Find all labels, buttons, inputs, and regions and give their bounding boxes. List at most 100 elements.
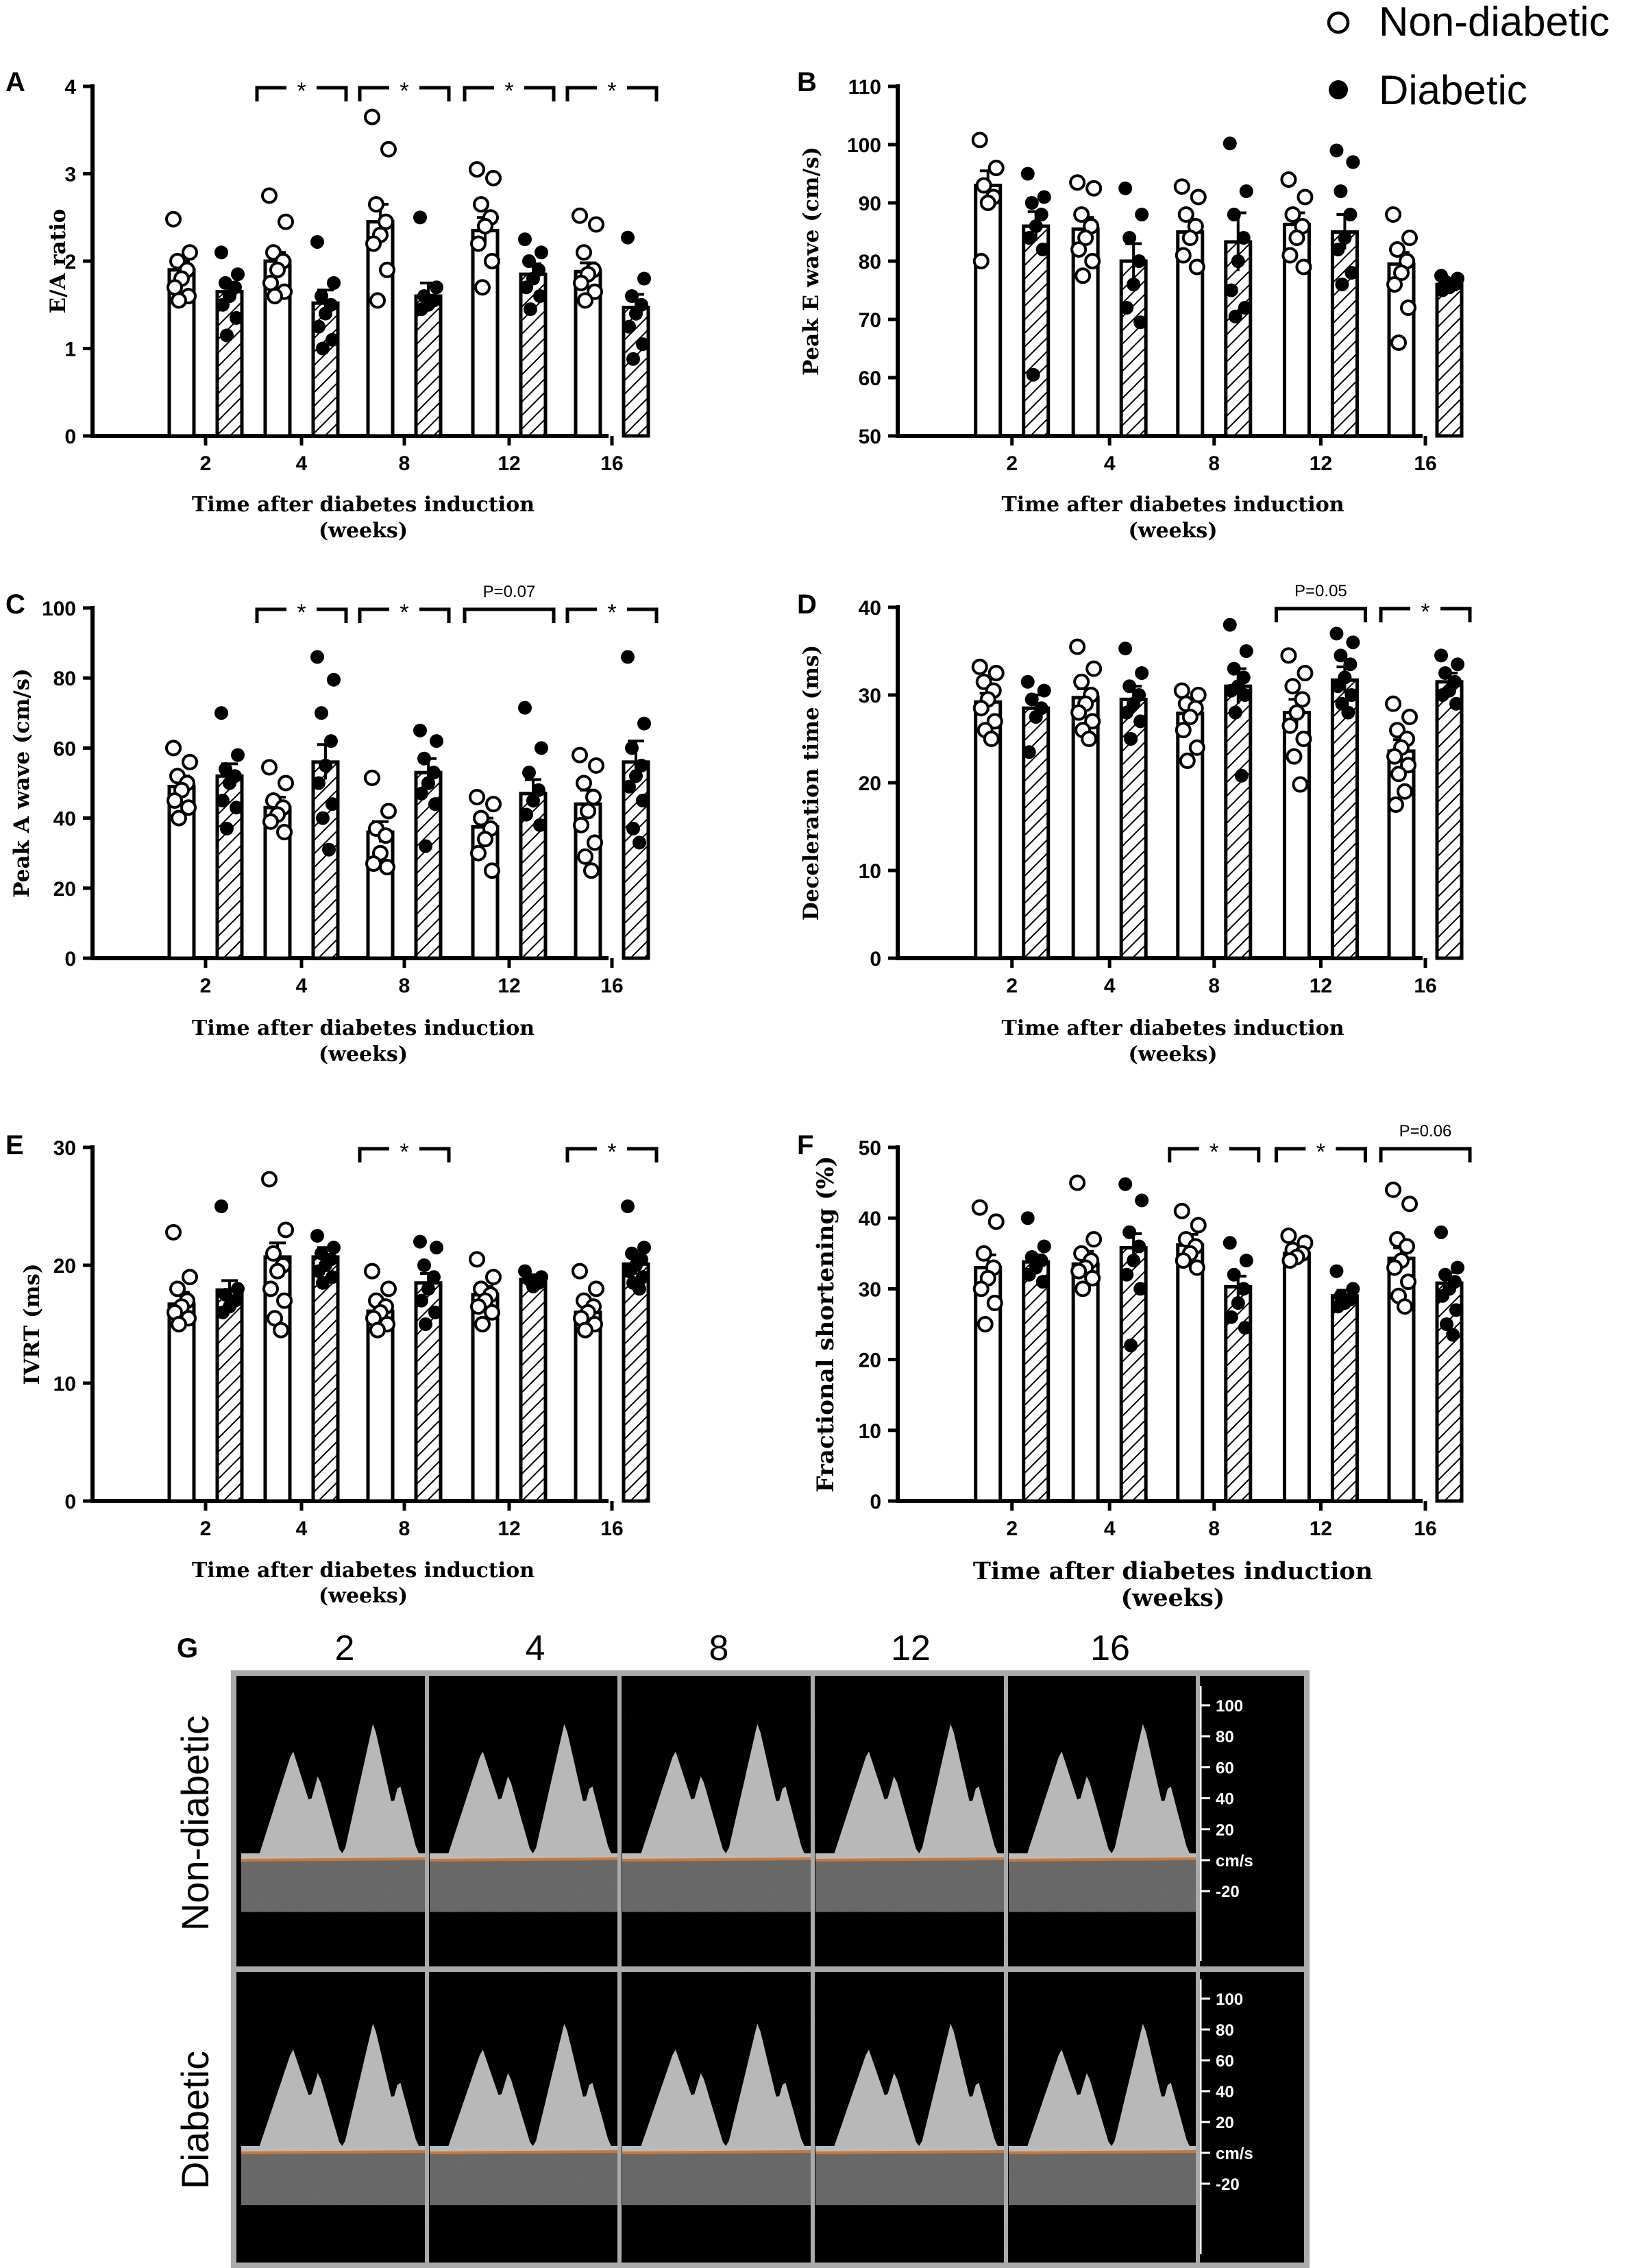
data-point-non-diabetic — [261, 1171, 278, 1188]
data-point-non-diabetic — [278, 213, 294, 230]
data-point-diabetic — [1434, 648, 1449, 663]
y-tick-label: 50 — [859, 1137, 881, 1160]
doppler-scale-label: cm/s — [1216, 2145, 1253, 2163]
data-point-diabetic — [1122, 231, 1137, 245]
y-axis-label: Fractional shortening (%) — [812, 1156, 839, 1492]
x-tick-label: 12 — [1310, 1517, 1332, 1540]
x-tick-label: 2 — [1006, 1517, 1018, 1540]
x-axis-label: Time after diabetes induction — [1001, 1016, 1344, 1040]
data-point-non-diabetic — [1294, 691, 1311, 708]
data-point-non-diabetic — [470, 1298, 487, 1315]
data-point-diabetic — [1223, 136, 1237, 151]
significance-bracket — [317, 607, 348, 623]
data-point-non-diabetic — [276, 1292, 293, 1309]
data-point-non-diabetic — [1070, 1263, 1088, 1280]
significance-star: * — [607, 1139, 616, 1165]
data-point-non-diabetic — [587, 834, 603, 851]
y-tick-label: 80 — [53, 668, 76, 690]
doppler-scale-label: cm/s — [1216, 1852, 1253, 1870]
x-tick-label: 2 — [1006, 452, 1018, 475]
data-point-non-diabetic — [470, 844, 487, 862]
x-tick-label: 2 — [1006, 975, 1018, 997]
doppler-scale-label: -20 — [1216, 1883, 1240, 1901]
bar-non-diabetic — [167, 1302, 196, 1503]
panel-letter: B — [797, 67, 817, 97]
data-point-diabetic — [326, 797, 339, 812]
data-point-non-diabetic — [1401, 1195, 1419, 1212]
data-point-non-diabetic — [1397, 783, 1414, 800]
data-point-diabetic — [1022, 745, 1036, 759]
doppler-column-label: 16 — [1090, 1629, 1130, 1668]
data-point-non-diabetic — [1085, 1231, 1103, 1248]
data-point-non-diabetic — [364, 769, 380, 786]
data-point-diabetic — [1329, 143, 1344, 158]
bar-diabetic — [1022, 1260, 1051, 1503]
y-tick-label: 40 — [859, 597, 881, 620]
data-point-non-diabetic — [986, 1295, 1003, 1312]
data-point-non-diabetic — [165, 740, 182, 757]
data-point-non-diabetic — [1175, 722, 1192, 739]
data-point-diabetic — [626, 821, 640, 836]
bar-diabetic — [519, 1278, 548, 1503]
x-tick-label: 4 — [296, 452, 308, 475]
data-point-diabetic — [1135, 208, 1149, 221]
data-point-non-diabetic — [572, 1263, 588, 1280]
data-point-non-diabetic — [580, 803, 596, 820]
significance-bracket — [463, 607, 556, 623]
x-tick-label: 16 — [1414, 1517, 1436, 1540]
doppler-scale-label: 60 — [1216, 1759, 1234, 1777]
data-point-diabetic — [327, 672, 341, 687]
data-point-non-diabetic — [1297, 188, 1314, 206]
data-point-diabetic — [1346, 1282, 1360, 1296]
x-tick-label: 8 — [399, 452, 410, 475]
data-point-non-diabetic — [1401, 709, 1419, 725]
data-point-diabetic — [1029, 710, 1043, 724]
data-point-diabetic — [1238, 1321, 1252, 1335]
data-point-diabetic — [415, 302, 428, 317]
data-point-diabetic — [636, 794, 650, 808]
data-point-diabetic — [1236, 1282, 1251, 1296]
significance-star: * — [400, 1139, 408, 1165]
data-point-non-diabetic — [987, 665, 1005, 681]
y-tick-label: 20 — [859, 1350, 881, 1372]
bar-diabetic — [1224, 240, 1253, 438]
data-point-non-diabetic — [365, 855, 382, 873]
doppler-column-label: 4 — [526, 1629, 545, 1668]
data-point-diabetic — [1024, 196, 1039, 210]
significance-bracket — [1274, 1147, 1306, 1162]
x-tick-label: 12 — [498, 452, 520, 475]
y-tick-label: 20 — [53, 878, 76, 901]
data-point-diabetic — [522, 766, 536, 780]
doppler-row-label-non-diabetic: Non-diabetic — [173, 1716, 217, 1931]
data-point-diabetic — [220, 821, 234, 836]
data-point-non-diabetic — [378, 827, 394, 844]
x-tick-label: 16 — [600, 975, 623, 997]
panel-letter: F — [797, 1130, 813, 1160]
data-point-non-diabetic — [583, 862, 600, 879]
data-point-diabetic — [625, 289, 639, 303]
x-tick-label: 16 — [600, 1517, 623, 1540]
data-point-diabetic — [625, 741, 639, 755]
data-point-diabetic — [622, 319, 636, 334]
panel-g-doppler-grid: G 100 80 60 40 20 cm/s -20 100 80 60 40 20 cm/s -20 2… — [173, 1629, 1310, 2268]
significance-bracket — [419, 607, 451, 623]
data-point-non-diabetic — [182, 244, 198, 261]
data-point-diabetic — [1120, 705, 1134, 720]
data-point-diabetic — [316, 811, 330, 825]
significance-bracket — [524, 86, 556, 101]
x-tick-label: 8 — [399, 975, 410, 997]
data-point-diabetic — [629, 306, 643, 321]
data-point-diabetic — [1127, 278, 1141, 291]
data-point-diabetic — [518, 700, 532, 715]
significance-bracket — [358, 86, 389, 101]
data-point-diabetic — [415, 1293, 428, 1308]
x-tick-label: 2 — [200, 452, 212, 475]
x-tick-label: 16 — [600, 452, 623, 475]
data-point-non-diabetic — [379, 261, 395, 278]
data-point-non-diabetic — [1400, 300, 1417, 316]
y-tick-label: 60 — [53, 737, 76, 760]
data-point-diabetic — [1440, 1317, 1454, 1331]
data-point-diabetic — [1331, 679, 1345, 694]
y-tick-label: 70 — [859, 309, 881, 332]
data-point-non-diabetic — [572, 207, 588, 224]
